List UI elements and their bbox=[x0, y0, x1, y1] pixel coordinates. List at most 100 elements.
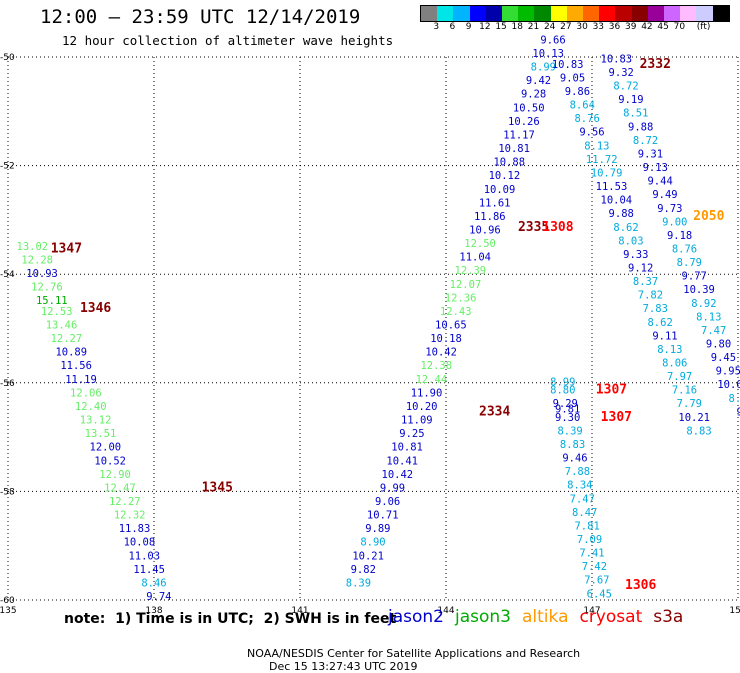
color-key-label: 12 bbox=[479, 22, 491, 32]
wave-height-value: 7.67 bbox=[584, 575, 609, 587]
color-key-label: 3 bbox=[433, 22, 440, 32]
wave-height-value: 8.51 bbox=[623, 108, 648, 120]
wave-height-value: 8.92 bbox=[691, 298, 716, 310]
wave-height-value: 12.27 bbox=[51, 333, 83, 345]
color-key bbox=[420, 5, 730, 22]
wave-height-value: 8.80 bbox=[550, 385, 575, 397]
wave-height-value: 10.39 bbox=[683, 284, 715, 296]
wave-height-value: 9.45 bbox=[711, 352, 736, 364]
color-key-label: 70 bbox=[673, 22, 686, 32]
footer-note: note: 1) Time is in UTC; 2) SWH is in fe… bbox=[64, 611, 397, 627]
wave-height-value: 10.12 bbox=[489, 170, 521, 182]
color-key-swatch bbox=[631, 6, 648, 21]
wave-height-value: 9.25 bbox=[399, 428, 424, 440]
wave-height-value: 12.00 bbox=[90, 442, 122, 454]
wave-height-value: 12.50 bbox=[464, 238, 496, 250]
y-tick-label: -58 bbox=[0, 487, 15, 497]
pass-time-label: 1346 bbox=[80, 301, 111, 316]
wave-height-value: 11.90 bbox=[411, 387, 443, 399]
color-key-label: 30 bbox=[576, 22, 588, 32]
wave-height-value: 9.81 bbox=[555, 404, 580, 416]
wave-height-value: 8.83 bbox=[560, 439, 585, 451]
credit-text: NOAA/NESDIS Center for Satellite Applica… bbox=[247, 647, 581, 660]
wave-height-value: 9.99 bbox=[380, 482, 405, 494]
wave-height-value: 9.31 bbox=[638, 148, 663, 160]
color-key-swatch bbox=[680, 6, 697, 21]
wave-height-value: 11.04 bbox=[459, 252, 491, 264]
color-key-swatch bbox=[615, 6, 632, 21]
color-key-label: 27 bbox=[560, 22, 572, 32]
wave-height-value: 10.71 bbox=[367, 510, 399, 522]
color-key-swatch bbox=[437, 6, 454, 21]
wave-height-value: 9.73 bbox=[657, 203, 682, 215]
y-tick-label: -56 bbox=[0, 379, 15, 389]
color-key-label: 42 bbox=[641, 22, 653, 32]
x-tick-label: 138 bbox=[145, 606, 162, 616]
wave-height-value: 9.33 bbox=[623, 249, 648, 261]
wave-height-value: 9.88 bbox=[609, 208, 634, 220]
color-key-label: 33 bbox=[592, 22, 605, 32]
wave-height-value: 6.45 bbox=[587, 588, 612, 600]
wave-height-value: 10.83 bbox=[552, 59, 584, 71]
wave-height-value: 9.12 bbox=[628, 262, 653, 274]
color-key-swatch bbox=[599, 6, 616, 21]
color-key-labels: 3 6 9 12 15 18 21 24 27 30 33 36 39 42 45 70 (ft) bbox=[420, 22, 730, 34]
wave-height-value: 8.99 bbox=[531, 62, 556, 74]
pass-time-label: 1347 bbox=[51, 241, 82, 256]
wave-height-value: 9.89 bbox=[365, 523, 390, 535]
wave-height-value: 10.81 bbox=[391, 442, 423, 454]
color-key-label: 39 bbox=[625, 22, 637, 32]
satellite-legend: jason2 jason3 altika cryosat s3a bbox=[388, 607, 694, 627]
wave-height-value: 8.83 bbox=[686, 425, 711, 437]
wave-height-value: 12.44 bbox=[416, 374, 448, 386]
wave-height-value: 9.32 bbox=[609, 67, 634, 79]
color-key-label: (ft) bbox=[696, 22, 711, 32]
color-key-swatch bbox=[696, 6, 713, 21]
wave-height-value: 9.49 bbox=[652, 189, 677, 201]
legend-item-jason2: jason2 bbox=[388, 607, 444, 627]
wave-height-value: 10.83 bbox=[601, 53, 633, 65]
wave-height-value: 7.42 bbox=[582, 561, 607, 573]
wave-height-value: 10.89 bbox=[55, 347, 87, 359]
wave-height-value: 8.06 bbox=[662, 358, 687, 370]
wave-height-value: 9.44 bbox=[647, 176, 672, 188]
wave-height-value: 8.76 bbox=[574, 113, 599, 125]
wave-height-value: 9.00 bbox=[662, 216, 687, 228]
color-key-swatch bbox=[469, 6, 486, 21]
wave-height-value: 13.46 bbox=[46, 320, 78, 332]
color-key-swatch bbox=[502, 6, 519, 21]
wave-height-value: 12.39 bbox=[455, 265, 487, 277]
x-tick-label: 144 bbox=[437, 606, 454, 616]
footer-credit: NOAA/NESDIS Center for Satellite Applica… bbox=[240, 634, 580, 673]
x-tick-label: 150 bbox=[729, 606, 740, 616]
wave-height-value: 12.90 bbox=[99, 469, 131, 481]
wave-height-value: 7.97 bbox=[667, 371, 692, 383]
wave-height-value: 10.81 bbox=[498, 143, 530, 155]
credit-date: Dec 15 13:27:43 UTC 2019 bbox=[269, 660, 418, 673]
wave-height-value: 9.11 bbox=[652, 330, 677, 342]
color-key-swatch bbox=[664, 6, 681, 21]
color-key-swatch bbox=[566, 6, 584, 21]
y-tick-label: -54 bbox=[0, 270, 15, 280]
wave-height-value: 8.76 bbox=[672, 243, 697, 255]
wave-height-value: 10.93 bbox=[26, 268, 58, 280]
wave-height-value: 8.62 bbox=[613, 222, 638, 234]
wave-height-value: 11.86 bbox=[474, 211, 506, 223]
wave-height-value: 8.72 bbox=[613, 81, 638, 93]
wave-height-value: 8.13 bbox=[696, 311, 721, 323]
wave-height-value: 12.43 bbox=[440, 306, 472, 318]
wave-height-value: 9.66 bbox=[540, 34, 565, 46]
color-key-swatch bbox=[518, 6, 535, 21]
wave-height-value: 7.83 bbox=[643, 303, 668, 315]
y-tick-label: -52 bbox=[0, 162, 15, 172]
wave-height-value: 9.29 bbox=[553, 398, 578, 410]
wave-height-value: 9.56 bbox=[579, 127, 604, 139]
color-key-label: 45 bbox=[657, 22, 669, 32]
wave-height-value: 11.56 bbox=[60, 360, 92, 372]
wave-height-value: 13.02 bbox=[17, 241, 49, 253]
wave-height-value: 11.72 bbox=[586, 154, 618, 166]
wave-height-value: 10.79 bbox=[591, 167, 623, 179]
wave-height-value: 10.88 bbox=[493, 157, 525, 169]
wave-height-value: 9.05 bbox=[560, 72, 585, 84]
wave-height-value: 8.72 bbox=[633, 135, 658, 147]
